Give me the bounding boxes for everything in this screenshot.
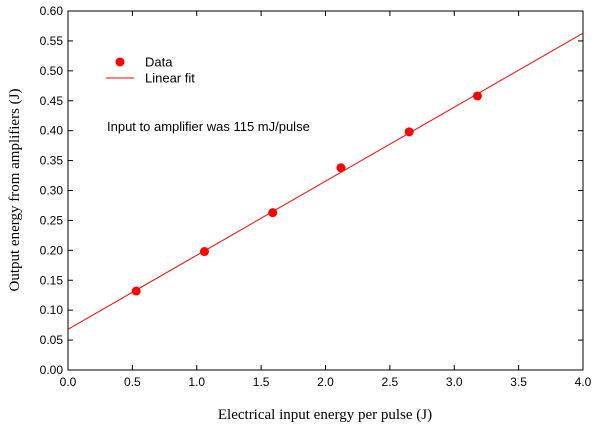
- data-point: [199, 247, 209, 257]
- y-tick-label: 0.10: [40, 303, 64, 317]
- x-tick-label: 3.0: [446, 375, 463, 389]
- legend-fit-label: Linear fit: [145, 71, 195, 86]
- y-tick-label: 0.55: [40, 34, 64, 48]
- x-tick-label: 4.0: [575, 375, 592, 389]
- data-point: [268, 208, 278, 218]
- y-tick-label: 0.15: [40, 273, 64, 287]
- data-point: [336, 163, 346, 173]
- x-tick-label: 2.5: [382, 375, 399, 389]
- x-axis-title: Electrical input energy per pulse (J): [218, 407, 432, 423]
- x-axis: 0.0 0.5 1.0 1.5 2.0 2.5 3.0 3.5 4.0: [60, 11, 592, 389]
- x-tick-label: 0.5: [124, 375, 141, 389]
- y-tick-label: 0.35: [40, 154, 64, 168]
- x-tick-label: 1.5: [253, 375, 270, 389]
- y-tick-label: 0.25: [40, 213, 64, 227]
- legend-data-marker: [115, 57, 125, 67]
- points-layer: [131, 91, 482, 296]
- legend-data-label: Data: [145, 55, 173, 70]
- chart-annotation: Input to amplifier was 115 mJ/pulse: [107, 119, 310, 134]
- y-tick-label: 0.20: [40, 243, 64, 257]
- y-tick-label: 0.00: [40, 363, 64, 377]
- y-axis: 0.00 0.05 0.10 0.15 0.20 0.25 0.30 0.35 0.40 0.45…: [40, 4, 583, 377]
- legend: Data Linear fit: [106, 55, 195, 86]
- y-tick-label: 0.45: [40, 94, 64, 108]
- fit-line: [68, 32, 583, 330]
- data-point: [472, 91, 482, 101]
- data-point: [131, 286, 141, 296]
- y-tick-label: 0.40: [40, 124, 64, 138]
- x-tick-label: 3.5: [510, 375, 527, 389]
- y-tick-label: 0.30: [40, 184, 64, 198]
- x-tick-label: 2.0: [317, 375, 334, 389]
- y-tick-label: 0.50: [40, 64, 64, 78]
- fit-layer: [68, 32, 583, 330]
- y-tick-label: 0.60: [40, 4, 64, 18]
- x-tick-label: 1.0: [188, 375, 205, 389]
- x-tick-label: 0.0: [60, 375, 77, 389]
- data-point: [404, 127, 414, 137]
- y-axis-title: Output energy from amplifiers (J): [7, 88, 23, 291]
- y-tick-label: 0.05: [40, 333, 64, 347]
